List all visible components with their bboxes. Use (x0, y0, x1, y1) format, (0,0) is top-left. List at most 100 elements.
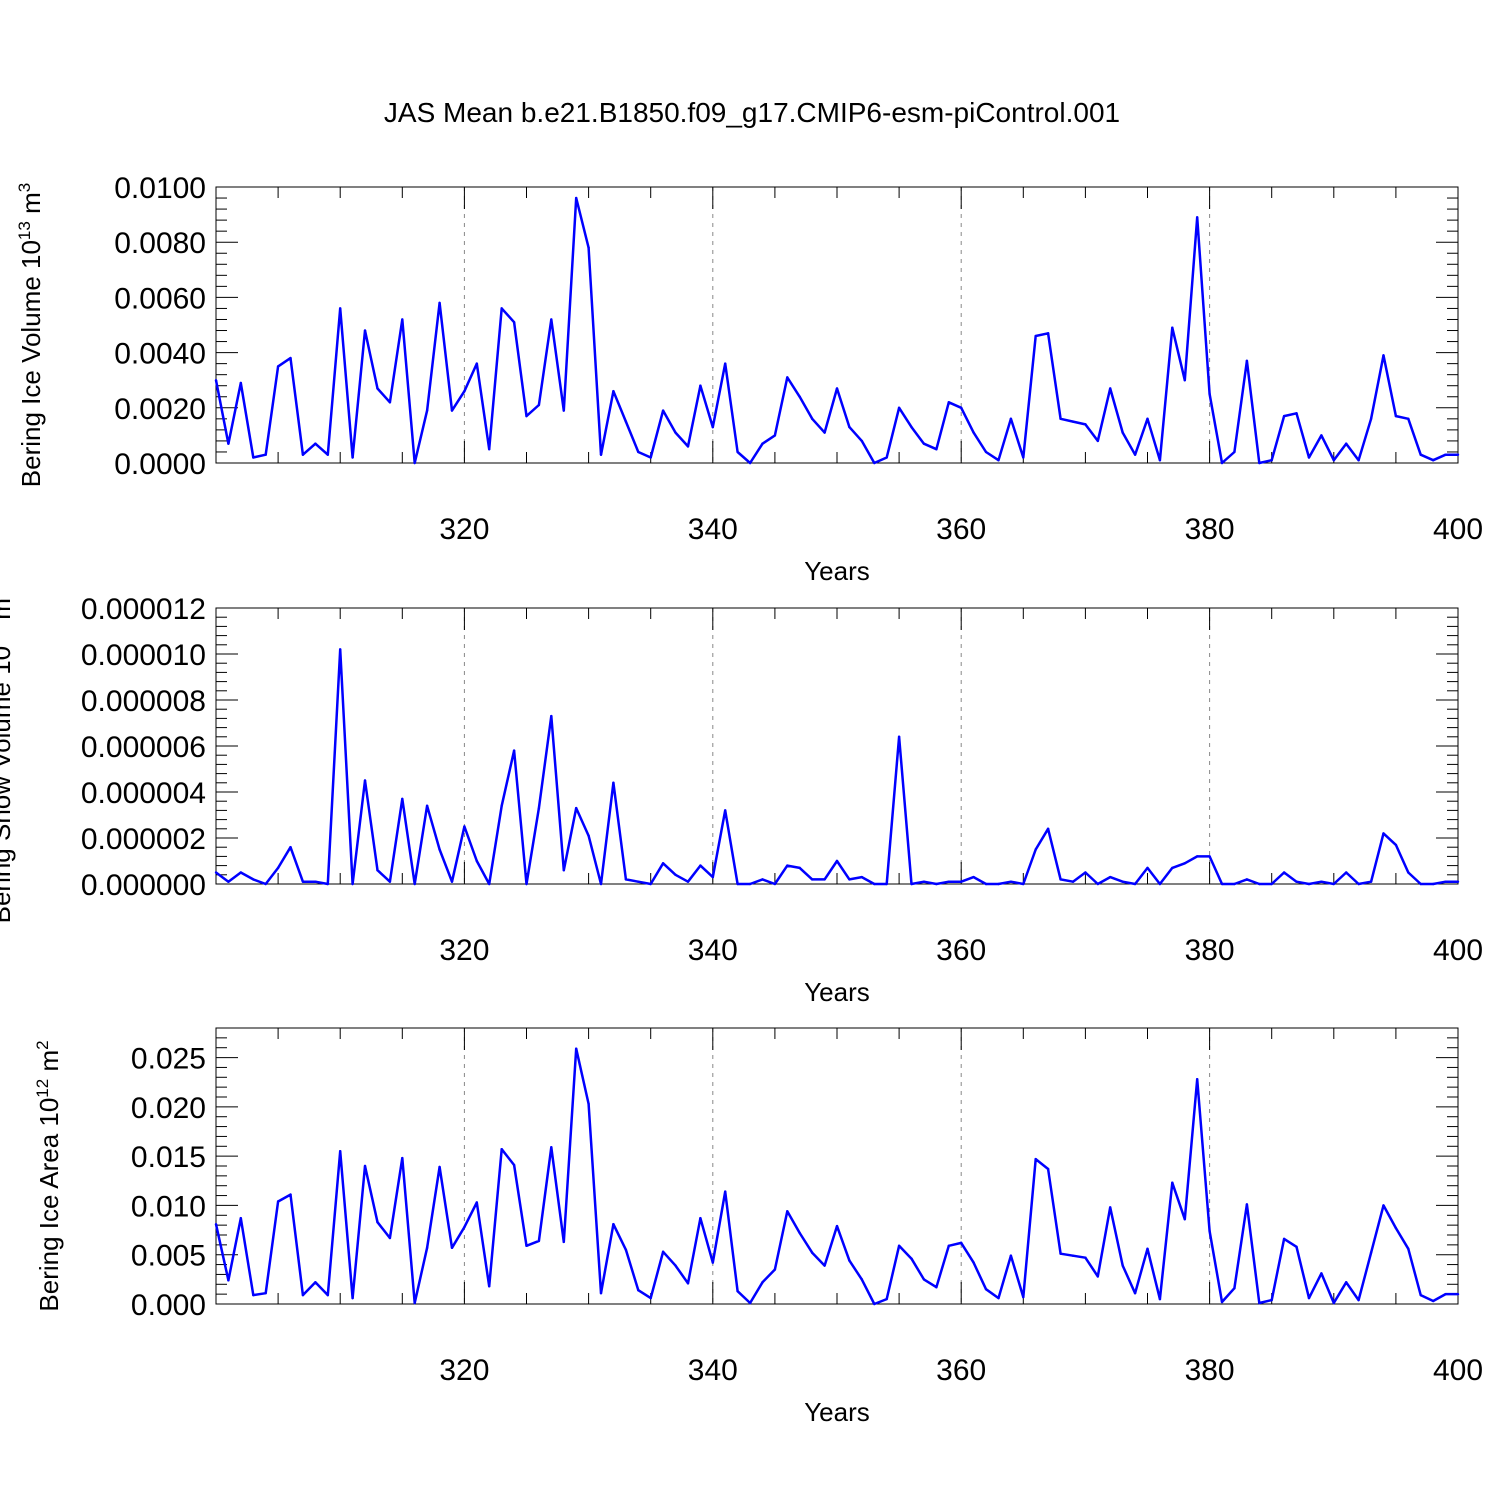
data-point (1208, 855, 1211, 858)
data-point (1407, 871, 1410, 874)
data-point (475, 1201, 479, 1204)
data-point (823, 431, 826, 434)
data-point (425, 804, 429, 807)
data-point (1071, 880, 1075, 883)
data-point (301, 1293, 305, 1297)
data-point (488, 1285, 491, 1288)
data-point (897, 406, 901, 409)
series-line (214, 196, 1458, 465)
data-point (1419, 1293, 1422, 1297)
data-point (1407, 417, 1410, 421)
data-point (798, 866, 801, 870)
data-point (339, 307, 342, 310)
data-point (873, 461, 876, 465)
data-point (1109, 1206, 1112, 1209)
data-point (835, 1224, 839, 1228)
x-tick-label: 320 (439, 1354, 489, 1387)
data-point (736, 1289, 739, 1293)
data-point (935, 882, 938, 886)
data-point (326, 1293, 329, 1297)
data-point (525, 414, 528, 418)
data-point (227, 442, 230, 445)
data-point (425, 409, 429, 412)
data-point (649, 456, 652, 459)
data-point (1109, 875, 1112, 879)
data-point (748, 461, 752, 465)
y-axis-label-unit-exponent: 2 (33, 1040, 52, 1049)
data-point (1146, 866, 1149, 870)
data-point (649, 882, 652, 886)
data-point (376, 869, 379, 872)
data-point (699, 1217, 702, 1220)
data-point (376, 387, 379, 390)
y-axis-label-unit: m (0, 598, 16, 627)
plot-frame (215, 607, 1459, 885)
data-point (674, 431, 677, 434)
data-point (835, 387, 839, 390)
data-point (1258, 461, 1261, 465)
data-point (1345, 442, 1348, 445)
data-point (1046, 827, 1050, 830)
data-point (574, 806, 578, 810)
data-point (773, 1268, 777, 1271)
data-point (512, 749, 516, 752)
data-point (1456, 453, 1460, 456)
y-axis-label-text: Bering Snow Volume 10 (0, 646, 16, 924)
data-point (761, 442, 764, 445)
y-tick-label: 0.000006 (81, 731, 206, 764)
data-point (761, 1281, 764, 1284)
data-point (1046, 1167, 1050, 1171)
data-point (1096, 882, 1100, 886)
data-point (1357, 1298, 1360, 1302)
data-point (810, 878, 814, 881)
data-point (326, 453, 329, 456)
data-point (562, 1240, 565, 1244)
data-point (1220, 882, 1224, 886)
data-point (947, 880, 950, 883)
data-point (885, 456, 888, 459)
data-point (599, 1291, 603, 1295)
data-point (1332, 459, 1336, 462)
data-point (1208, 392, 1211, 396)
data-point (736, 882, 739, 886)
x-tick-label: 340 (688, 1354, 738, 1387)
data-point (786, 1210, 789, 1213)
data-point (612, 781, 615, 784)
data-point (214, 1222, 218, 1226)
data-point (1096, 1275, 1100, 1278)
data-point (984, 882, 988, 886)
data-point (537, 403, 541, 407)
data-point (1245, 878, 1249, 881)
data-point (1320, 1272, 1323, 1275)
data-point (1357, 459, 1360, 462)
data-point (848, 878, 851, 881)
data-point (214, 871, 218, 874)
data-point (1022, 456, 1025, 459)
data-point (438, 1165, 441, 1169)
data-point (724, 362, 727, 365)
x-tick-label: 380 (1185, 1354, 1235, 1387)
y-tick-label: 0.000 (131, 1289, 206, 1322)
y-axis-label: Bering Ice Area 1012 m2 (33, 1040, 64, 1311)
data-point (1233, 450, 1236, 454)
x-tick-label: 320 (439, 513, 489, 546)
data-point (1307, 456, 1311, 459)
data-point (289, 356, 292, 360)
data-point (227, 1279, 230, 1282)
data-point (661, 409, 665, 412)
data-point (922, 880, 926, 883)
data-point (947, 401, 950, 404)
data-point (1382, 1204, 1385, 1207)
data-point (1195, 855, 1199, 858)
data-point (960, 880, 963, 883)
data-point (1295, 412, 1298, 415)
y-tick-label: 0.0000 (114, 448, 206, 481)
data-point (960, 1241, 963, 1245)
data-point (1369, 880, 1373, 883)
data-point (587, 834, 590, 837)
data-point (599, 882, 603, 886)
data-point (500, 804, 503, 807)
data-point (810, 417, 814, 421)
data-point (798, 1231, 801, 1235)
